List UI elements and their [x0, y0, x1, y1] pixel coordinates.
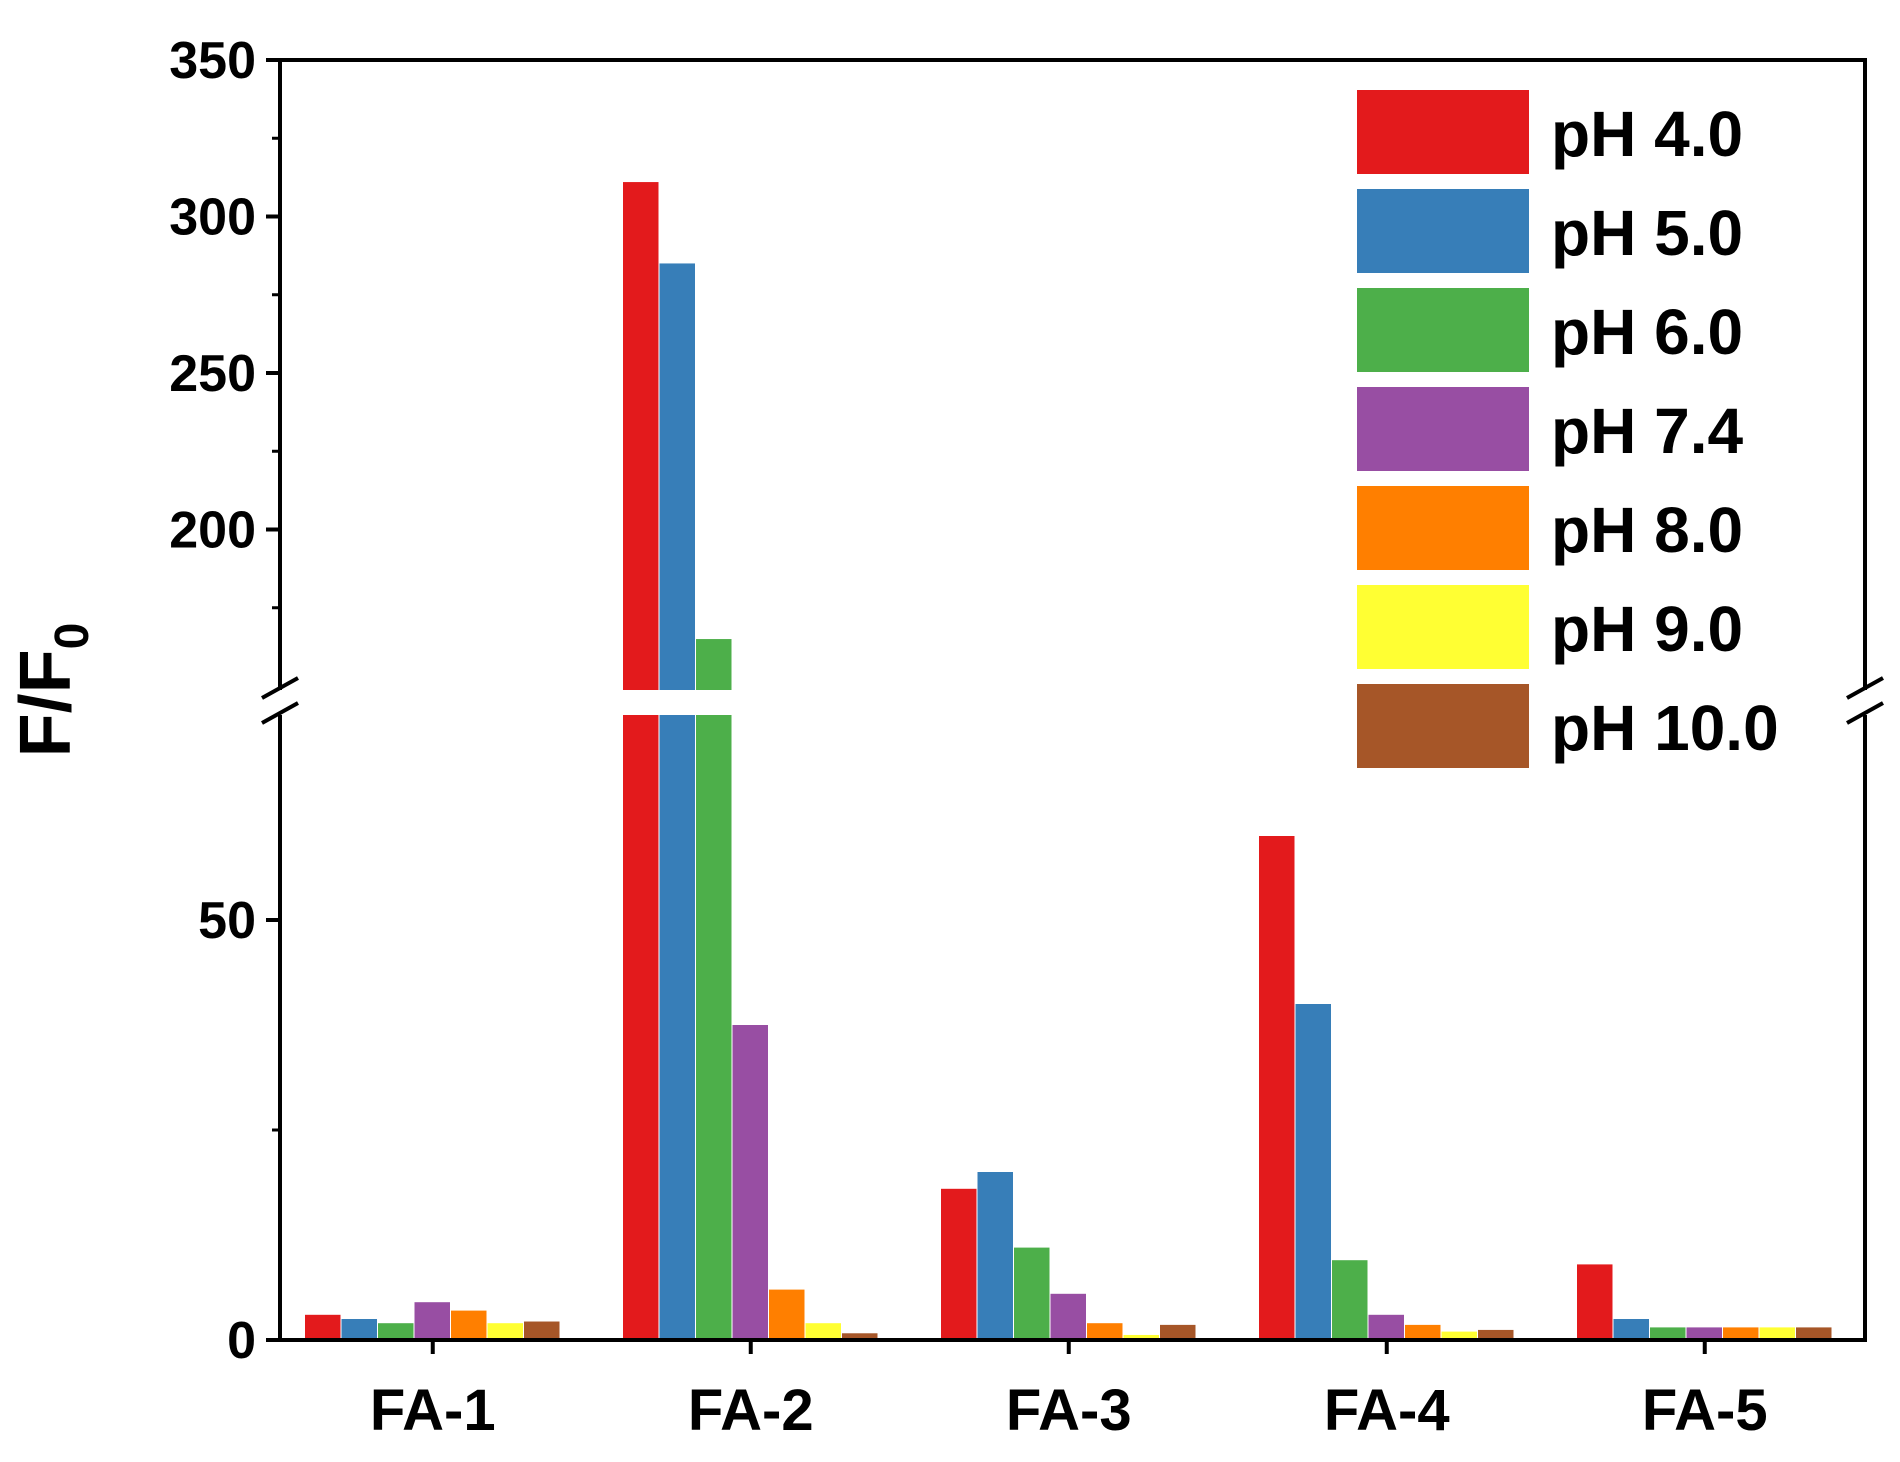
y-tick-label: 50 — [198, 892, 256, 950]
bar-upper-fa-2-6-0 — [696, 639, 732, 690]
axes-group — [255, 58, 1895, 1354]
legend-label: pH 5.0 — [1551, 197, 1743, 269]
legend-swatch — [1357, 288, 1529, 372]
legend-label: pH 7.4 — [1551, 395, 1743, 467]
legend-swatch — [1357, 486, 1529, 570]
legend-label: pH 4.0 — [1551, 98, 1743, 170]
bar-fa-2-9-0 — [805, 1323, 841, 1340]
legend-swatch — [1357, 90, 1529, 174]
bar-fa-1-7-4 — [414, 1302, 450, 1340]
bar-fa-5-8-0 — [1723, 1327, 1759, 1340]
y-axis-title: F/F0 — [6, 623, 99, 758]
axis-break-mark — [261, 676, 299, 700]
y-tick-label: 250 — [169, 345, 256, 403]
bar-fa-4-7-4 — [1368, 1314, 1404, 1340]
bar-fa-5-9-0 — [1759, 1327, 1795, 1340]
y-tick-label: 0 — [227, 1312, 256, 1370]
axis-break-mark — [1846, 701, 1884, 725]
bar-upper-fa-2-5-0 — [659, 263, 695, 690]
bar-fa-5-10-0 — [1796, 1327, 1832, 1340]
bar-fa-1-9-0 — [487, 1323, 523, 1340]
bar-fa-3-7-4 — [1050, 1293, 1086, 1340]
bar-fa-1-4-0 — [305, 1314, 341, 1340]
bar-fa-1-10-0 — [524, 1321, 560, 1340]
legend: pH 4.0 pH 5.0 pH 6.0 pH 7.4 pH 8.0 pH 9.0 pH 1… — [1357, 90, 1779, 768]
x-category-label: FA-4 — [1324, 1378, 1450, 1443]
bar-fa-2-8-0 — [769, 1289, 805, 1340]
bar-fa-2-6-0 — [696, 715, 732, 1340]
legend-label: pH 6.0 — [1551, 296, 1743, 368]
axis-break-gap — [255, 690, 1895, 715]
legend-label: pH 8.0 — [1551, 494, 1743, 566]
legend-swatch — [1357, 585, 1529, 669]
bar-fa-4-8-0 — [1405, 1324, 1441, 1340]
axis-break-mark — [261, 701, 299, 725]
legend-label: pH 9.0 — [1551, 593, 1743, 665]
bar-fa-3-10-0 — [1160, 1324, 1196, 1340]
bar-fa-3-9-0 — [1123, 1334, 1159, 1340]
tick-labels-group: 0 50 200 250 300 350 — [169, 32, 256, 1370]
bar-fa-5-7-4 — [1686, 1327, 1722, 1340]
bar-fa-4-6-0 — [1332, 1260, 1368, 1340]
bar-fa-4-4-0 — [1259, 836, 1295, 1340]
bar-fa-4-10-0 — [1478, 1329, 1514, 1340]
x-category-label: FA-3 — [1006, 1378, 1132, 1443]
bar-fa-2-4-0 — [623, 715, 659, 1340]
bar-fa-3-8-0 — [1087, 1323, 1123, 1340]
category-labels-group: FA-1 FA-2 FA-3 FA-4 FA-5 — [370, 1378, 1768, 1443]
x-category-label: FA-5 — [1642, 1378, 1768, 1443]
bar-fa-5-4-0 — [1577, 1264, 1613, 1340]
legend-swatch — [1357, 684, 1529, 768]
x-category-label: FA-1 — [370, 1378, 496, 1443]
bars-group — [305, 182, 1832, 1340]
bar-fa-1-6-0 — [378, 1323, 414, 1340]
bar-fa-2-5-0 — [659, 715, 695, 1340]
y-tick-label: 300 — [169, 189, 256, 247]
bar-fa-2-7-4 — [732, 1025, 768, 1340]
bar-fa-2-10-0 — [842, 1333, 878, 1340]
bar-fa-3-5-0 — [977, 1172, 1013, 1340]
x-category-label: FA-2 — [688, 1378, 814, 1443]
bar-fa-1-8-0 — [451, 1310, 487, 1340]
bar-fa-3-6-0 — [1014, 1247, 1050, 1340]
y-tick-label: 350 — [169, 32, 256, 90]
bar-fa-4-9-0 — [1441, 1331, 1477, 1340]
legend-swatch — [1357, 189, 1529, 273]
bar-fa-4-5-0 — [1295, 1004, 1331, 1340]
bar-fa-3-4-0 — [941, 1188, 977, 1340]
axis-break-mark — [1846, 676, 1884, 700]
legend-label: pH 10.0 — [1551, 692, 1779, 764]
bar-fa-5-5-0 — [1613, 1319, 1649, 1340]
legend-swatch — [1357, 387, 1529, 471]
bar-fa-5-6-0 — [1650, 1327, 1686, 1340]
bar-upper-fa-2-4-0 — [623, 182, 659, 690]
y-tick-label: 200 — [169, 502, 256, 560]
bar-fa-1-5-0 — [341, 1319, 377, 1340]
